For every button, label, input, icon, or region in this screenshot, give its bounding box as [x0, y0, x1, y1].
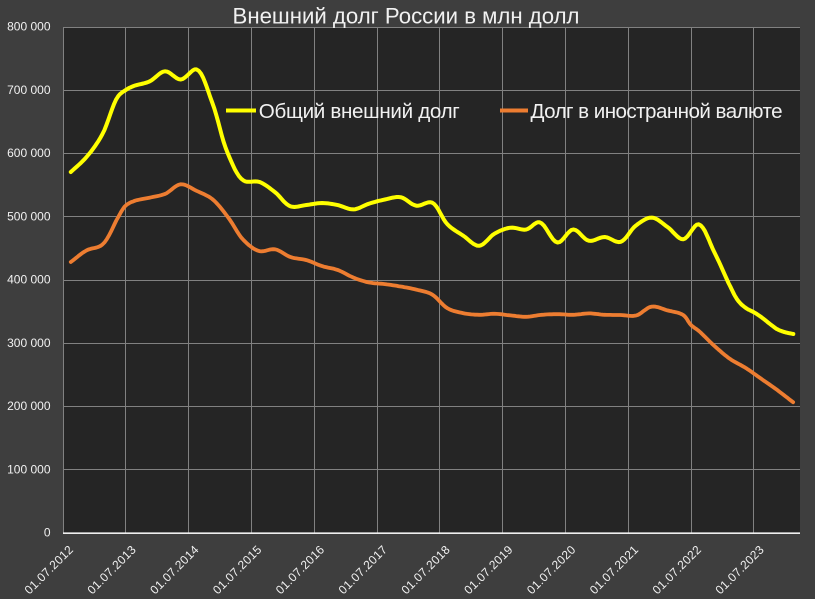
svg-text:0: 0 — [44, 526, 51, 540]
svg-text:Общий внешний долг: Общий внешний долг — [259, 100, 460, 123]
svg-text:200 000: 200 000 — [7, 399, 51, 413]
svg-text:100 000: 100 000 — [7, 462, 51, 476]
svg-text:400 000: 400 000 — [7, 273, 51, 287]
svg-text:600 000: 600 000 — [7, 146, 51, 160]
svg-text:Долг в иностранной валюте: Долг в иностранной валюте — [531, 100, 783, 123]
svg-text:800 000: 800 000 — [7, 20, 51, 34]
svg-text:300 000: 300 000 — [7, 336, 51, 350]
svg-text:500 000: 500 000 — [7, 209, 51, 223]
svg-text:Внешний долг России в млн долл: Внешний долг России в млн долл — [233, 4, 580, 29]
svg-text:700 000: 700 000 — [7, 83, 51, 97]
